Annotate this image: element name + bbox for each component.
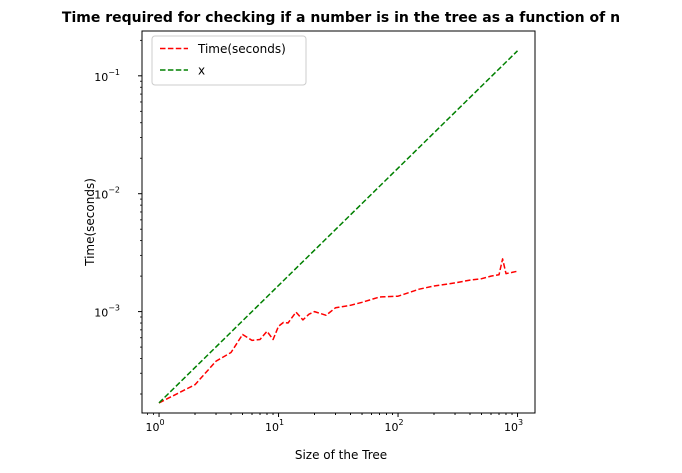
y-tick-label-1: 10−2 [94, 186, 120, 202]
x-tick-exp-0: 0 [160, 418, 165, 427]
plot-frame [141, 30, 536, 414]
y-axis-label: Time(seconds) [83, 178, 97, 267]
y-tick-exp-2: −1 [108, 68, 120, 77]
legend-label-x: x [198, 64, 205, 78]
x-tick-label-3: 103 [504, 418, 523, 434]
x-tick-exp-1: 1 [279, 418, 284, 427]
series-layer [158, 50, 519, 404]
x-axis-label: Size of the Tree [295, 448, 387, 462]
legend-label-time: Time(seconds) [197, 42, 286, 56]
chart-title: Time required for checking if a number i… [62, 10, 620, 26]
x-tick-label-1: 101 [265, 418, 284, 434]
y-tick-label-0: 10−3 [94, 304, 120, 320]
series-line-0 [158, 258, 518, 404]
x-tick-exp-2: 2 [398, 418, 403, 427]
y-tick-label-2: 10−1 [94, 68, 120, 84]
y-tick-exp-1: −2 [108, 186, 120, 195]
y-tick-exp-0: −3 [108, 304, 120, 313]
x-tick-label-2: 102 [384, 418, 403, 434]
legend-box [151, 35, 307, 86]
legend: Time(seconds) x [151, 35, 307, 86]
x-tick-label-0: 100 [146, 418, 165, 434]
series-line-1 [158, 50, 519, 404]
x-tick-exp-3: 3 [518, 418, 523, 427]
